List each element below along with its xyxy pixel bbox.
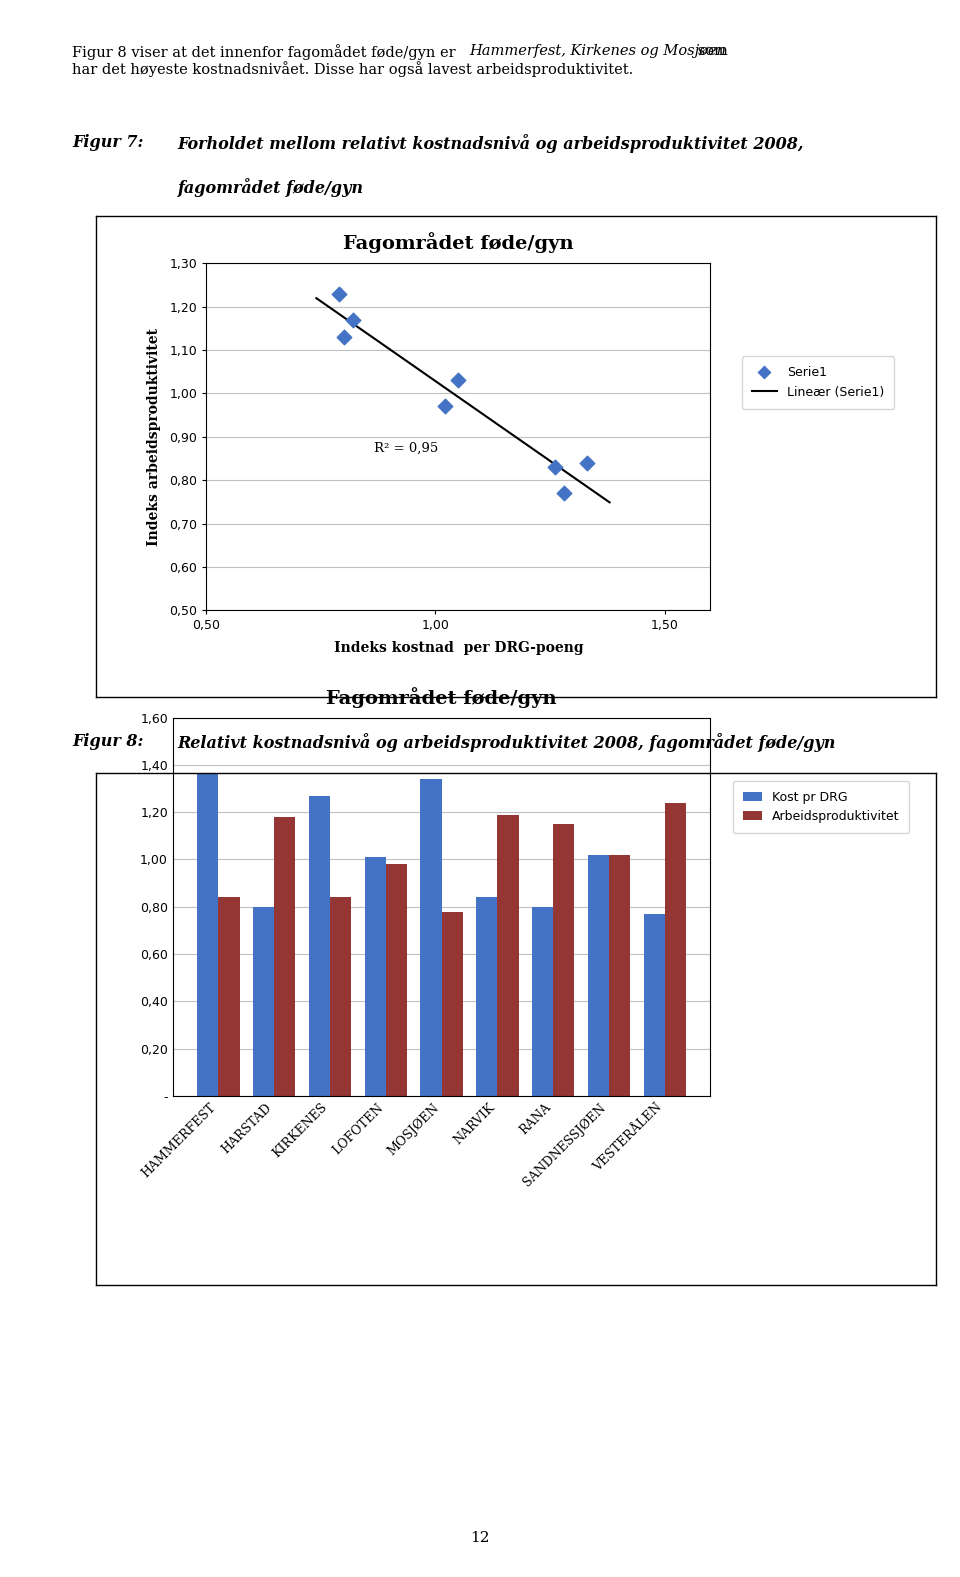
Text: R² = 0,95: R² = 0,95 bbox=[373, 442, 438, 456]
Point bbox=[437, 394, 452, 419]
Title: Fagområdet føde/gyn: Fagområdet føde/gyn bbox=[343, 232, 574, 254]
Legend: Kost pr DRG, Arbeidsproduktivitet: Kost pr DRG, Arbeidsproduktivitet bbox=[732, 781, 909, 833]
Text: Figur 8 viser at det innenfor fagomådet føde/gyn er: Figur 8 viser at det innenfor fagomådet … bbox=[72, 44, 460, 60]
Bar bbox=[532, 907, 553, 1096]
Text: Forholdet mellom relativt kostnadsnivå og arbeidsproduktivitet 2008,: Forholdet mellom relativt kostnadsnivå o… bbox=[178, 134, 804, 153]
X-axis label: Indeks kostnad  per DRG-poeng: Indeks kostnad per DRG-poeng bbox=[333, 640, 584, 654]
Bar bbox=[420, 779, 442, 1096]
Bar bbox=[497, 815, 518, 1096]
Point bbox=[547, 454, 563, 479]
Bar bbox=[664, 803, 686, 1096]
Text: Relativt kostnadsnivå og arbeidsproduktivitet 2008, fagområdet føde/gyn: Relativt kostnadsnivå og arbeidsprodukti… bbox=[178, 733, 836, 752]
Bar bbox=[588, 855, 609, 1096]
Bar bbox=[609, 855, 630, 1096]
Bar bbox=[197, 774, 219, 1096]
Bar bbox=[553, 823, 574, 1096]
Bar bbox=[309, 796, 330, 1096]
Point bbox=[579, 449, 594, 475]
Title: Fagområdet føde/gyn: Fagområdet føde/gyn bbox=[326, 686, 557, 708]
Bar bbox=[476, 897, 497, 1096]
Y-axis label: Indeks arbeidsproduktivitet: Indeks arbeidsproduktivitet bbox=[147, 328, 161, 546]
Text: har det høyeste kostnadsnivået. Disse har også lavest arbeidsproduktivitet.: har det høyeste kostnadsnivået. Disse ha… bbox=[72, 62, 634, 77]
Bar bbox=[330, 897, 351, 1096]
Point bbox=[336, 325, 351, 350]
Bar bbox=[386, 864, 407, 1096]
Text: Figur 7:: Figur 7: bbox=[72, 134, 143, 151]
Legend: Serie1, Lineær (Serie1): Serie1, Lineær (Serie1) bbox=[742, 356, 894, 408]
Text: Hammerfest, Kirkenes og Mosjøen: Hammerfest, Kirkenes og Mosjøen bbox=[469, 44, 726, 58]
Text: som: som bbox=[693, 44, 728, 58]
Point bbox=[346, 308, 361, 333]
Bar bbox=[442, 912, 463, 1096]
Bar bbox=[365, 858, 386, 1096]
Bar bbox=[275, 817, 296, 1096]
Text: Figur 8:: Figur 8: bbox=[72, 733, 143, 751]
Bar bbox=[219, 897, 240, 1096]
Bar bbox=[253, 907, 275, 1096]
Point bbox=[556, 481, 571, 506]
Point bbox=[451, 367, 467, 393]
Text: 12: 12 bbox=[470, 1531, 490, 1544]
Bar bbox=[643, 913, 664, 1096]
Point bbox=[331, 281, 347, 306]
Text: fagområdet føde/gyn: fagområdet føde/gyn bbox=[178, 178, 364, 197]
